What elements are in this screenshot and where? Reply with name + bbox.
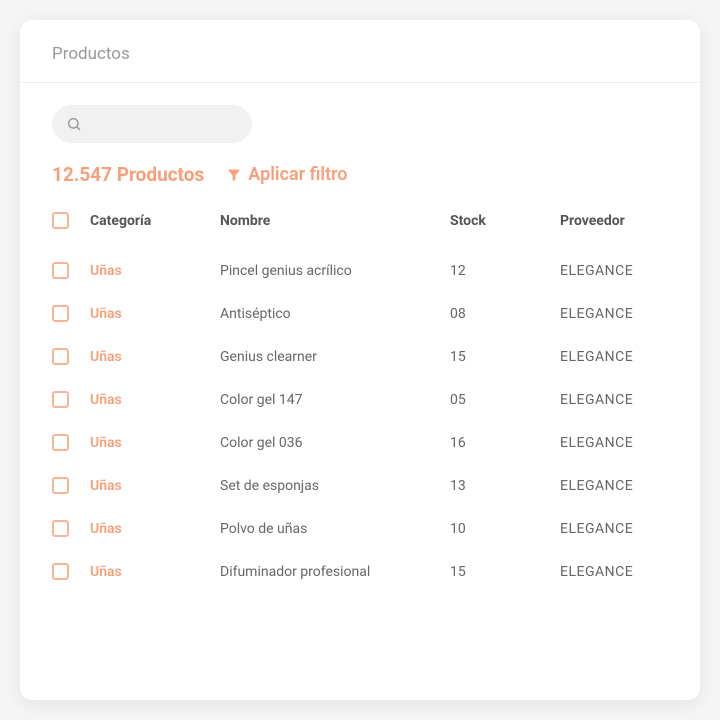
table-header: Categoría Nombre Stock Proveedor: [52, 212, 668, 229]
col-stock: Stock: [450, 213, 550, 229]
product-count: 12.547 Productos: [52, 163, 204, 186]
cell-categoria: Uñas: [90, 392, 210, 408]
row-checkbox[interactable]: [52, 305, 69, 322]
cell-stock: 08: [450, 306, 550, 322]
cell-proveedor: ELEGANCE: [560, 263, 668, 279]
table-row: Uñas Set de esponjas 13 ELEGANCE: [52, 464, 668, 507]
cell-stock: 15: [450, 349, 550, 365]
search-input[interactable]: [52, 105, 252, 143]
table-row: Uñas Color gel 147 05 ELEGANCE: [52, 378, 668, 421]
cell-nombre: Color gel 147: [220, 392, 440, 408]
cell-categoria: Uñas: [90, 521, 210, 537]
cell-categoria: Uñas: [90, 349, 210, 365]
cell-proveedor: ELEGANCE: [560, 478, 668, 494]
cell-stock: 15: [450, 564, 550, 580]
row-checkbox[interactable]: [52, 563, 69, 580]
cell-proveedor: ELEGANCE: [560, 521, 668, 537]
cell-nombre: Genius clearner: [220, 349, 440, 365]
cell-stock: 16: [450, 435, 550, 451]
cell-nombre: Difuminador profesional: [220, 564, 440, 580]
cell-categoria: Uñas: [90, 478, 210, 494]
cell-stock: 12: [450, 263, 550, 279]
col-nombre: Nombre: [220, 213, 440, 229]
page-title: Productos: [52, 44, 668, 64]
cell-proveedor: ELEGANCE: [560, 435, 668, 451]
cell-categoria: Uñas: [90, 435, 210, 451]
apply-filter-button[interactable]: Aplicar filtro: [226, 164, 347, 185]
cell-nombre: Color gel 036: [220, 435, 440, 451]
cell-stock: 13: [450, 478, 550, 494]
products-card: Productos 12.547 Productos Aplicar filtr…: [20, 20, 700, 700]
col-proveedor: Proveedor: [560, 213, 668, 229]
cell-nombre: Set de esponjas: [220, 478, 440, 494]
table-row: Uñas Color gel 036 16 ELEGANCE: [52, 421, 668, 464]
col-categoria: Categoría: [90, 213, 210, 229]
products-table: Categoría Nombre Stock Proveedor Uñas Pin…: [52, 212, 668, 593]
table-row: Uñas Polvo de uñas 10 ELEGANCE: [52, 507, 668, 550]
card-header: Productos: [20, 20, 700, 83]
cell-nombre: Polvo de uñas: [220, 521, 440, 537]
row-checkbox[interactable]: [52, 477, 69, 494]
search-icon: [66, 116, 82, 132]
select-all-checkbox[interactable]: [52, 212, 69, 229]
row-checkbox[interactable]: [52, 434, 69, 451]
table-row: Uñas Antiséptico 08 ELEGANCE: [52, 292, 668, 335]
cell-proveedor: ELEGANCE: [560, 306, 668, 322]
row-checkbox[interactable]: [52, 391, 69, 408]
cell-proveedor: ELEGANCE: [560, 392, 668, 408]
filter-icon: [226, 167, 242, 183]
cell-nombre: Antiséptico: [220, 306, 440, 322]
cell-stock: 10: [450, 521, 550, 537]
table-row: Uñas Difuminador profesional 15 ELEGANCE: [52, 550, 668, 593]
cell-proveedor: ELEGANCE: [560, 564, 668, 580]
row-checkbox[interactable]: [52, 520, 69, 537]
table-row: Uñas Pincel genius acrílico 12 ELEGANCE: [52, 249, 668, 292]
summary-row: 12.547 Productos Aplicar filtro: [52, 163, 668, 186]
cell-proveedor: ELEGANCE: [560, 349, 668, 365]
table-row: Uñas Genius clearner 15 ELEGANCE: [52, 335, 668, 378]
cell-stock: 05: [450, 392, 550, 408]
card-content: 12.547 Productos Aplicar filtro Categorí…: [20, 83, 700, 700]
cell-categoria: Uñas: [90, 564, 210, 580]
cell-categoria: Uñas: [90, 263, 210, 279]
row-checkbox[interactable]: [52, 348, 69, 365]
row-checkbox[interactable]: [52, 262, 69, 279]
filter-label: Aplicar filtro: [248, 164, 347, 185]
cell-categoria: Uñas: [90, 306, 210, 322]
table-body: UñasPincel genius acrílico12ELEGANCEUñas…: [52, 249, 668, 593]
cell-nombre: Pincel genius acrílico: [220, 263, 440, 279]
